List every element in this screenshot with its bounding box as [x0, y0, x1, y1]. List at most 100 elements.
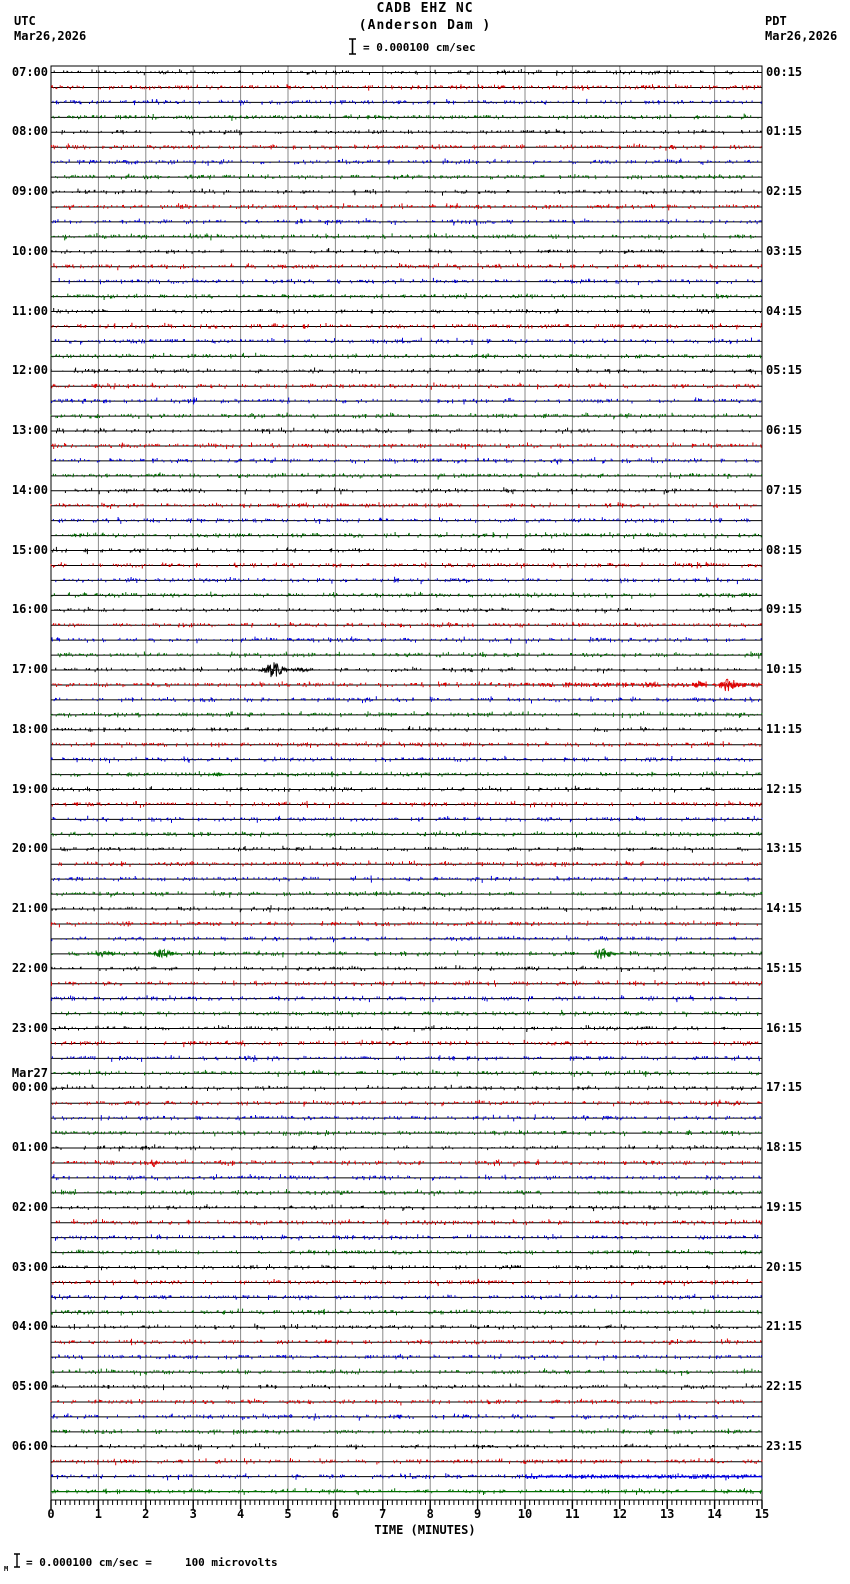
- utc-time-label: 15:00: [11, 542, 48, 557]
- utc-time-label: 22:00: [11, 960, 48, 975]
- trace-noise: [58, 860, 761, 867]
- x-axis-tick-label: 0: [47, 1507, 55, 1521]
- trace-noise: [50, 1084, 757, 1092]
- local-time-label: 13:15: [766, 841, 803, 856]
- right-timezone-label: PDT: [765, 14, 787, 28]
- minute-gridlines: [97, 66, 716, 1500]
- utc-time-label: 23:00: [11, 1020, 48, 1035]
- x-axis-tick-label: 9: [473, 1507, 482, 1521]
- utc-time-label: 05:00: [11, 1379, 48, 1393]
- local-time-label: 10:15: [766, 662, 803, 676]
- x-axis-major-ticks: [50, 1500, 763, 1509]
- seismic-event-burst: [150, 948, 182, 959]
- local-time-label: 08:15: [766, 542, 803, 557]
- trace-noise: [52, 1174, 761, 1181]
- local-time-label: 22:15: [766, 1379, 803, 1393]
- trace-noise: [51, 1473, 763, 1481]
- seismic-event-burst: [256, 662, 291, 678]
- trace-noise: [55, 1009, 759, 1018]
- trace-noise: [51, 800, 762, 809]
- right-date-label: Mar26,2026: [765, 29, 838, 43]
- x-axis-tick-label: 4: [236, 1507, 245, 1521]
- local-time-label: 20:15: [766, 1259, 803, 1274]
- trace-noise: [53, 696, 761, 704]
- local-time-label: 16:15: [766, 1020, 803, 1035]
- trace-noise: [50, 352, 762, 359]
- local-time-label: 19:15: [766, 1199, 803, 1214]
- seismic-event-burst: [690, 680, 708, 688]
- trace-noise: [56, 128, 762, 136]
- trace-noise: [52, 1488, 763, 1496]
- trace-noise: [51, 1428, 760, 1436]
- x-axis-tick-label: 14: [707, 1507, 722, 1521]
- trace-noise: [55, 531, 762, 540]
- trace-noise: [50, 711, 763, 719]
- trace-noise: [50, 1413, 760, 1421]
- trace-noise: [54, 337, 760, 345]
- trace-noise: [54, 726, 762, 733]
- utc-time-label: 08:00: [11, 124, 48, 139]
- x-axis-tick-label: 2: [142, 1507, 150, 1521]
- trace-noise: [51, 771, 761, 778]
- utc-time-label: 19:00: [11, 781, 48, 796]
- seismic-event-burst: [147, 1159, 161, 1168]
- trace-noise: [50, 367, 763, 375]
- trace-noise: [52, 98, 762, 106]
- trace-noise: [51, 382, 759, 390]
- x-axis-tick-label: 5: [284, 1507, 292, 1521]
- utc-time-label: 14:00: [11, 482, 48, 497]
- trace-noise: [50, 1398, 762, 1406]
- trace-noise: [53, 69, 759, 76]
- x-axis-tick-label: 15: [754, 1507, 770, 1521]
- trace-noise: [51, 322, 762, 331]
- trace-noise: [51, 965, 761, 973]
- trace-noise: [52, 741, 761, 749]
- clip-marker: M: [4, 1565, 9, 1573]
- trace-noise: [53, 1069, 759, 1077]
- utc-time-label: 12:00: [11, 363, 48, 378]
- trace-noise: [51, 905, 757, 913]
- x-axis-tick-label: 7: [379, 1507, 387, 1521]
- trace-noise: [53, 1025, 741, 1032]
- trace-noise: [52, 681, 763, 689]
- utc-time-label: 13:00: [11, 423, 48, 437]
- trace-noise: [60, 845, 760, 853]
- trace-noise: [52, 1278, 763, 1287]
- trace-noise: [51, 248, 759, 255]
- utc-time-label: 06:00: [11, 1438, 48, 1453]
- trace-noise: [51, 591, 758, 599]
- trace-noise: [55, 576, 763, 585]
- local-time-label: 00:15: [766, 64, 803, 79]
- utc-time-label: 21:00: [11, 901, 48, 915]
- local-time-label: 15:15: [766, 960, 803, 975]
- trace-noise: [51, 890, 763, 898]
- trace-noise: [55, 1234, 759, 1241]
- local-time-label: 04:15: [766, 303, 803, 318]
- local-time-label: 21:15: [766, 1319, 803, 1334]
- trace-noise: [52, 472, 762, 480]
- trace-noise: [50, 755, 763, 764]
- local-time-label: 14:15: [766, 901, 803, 915]
- local-time-label: 23:15: [766, 1438, 803, 1453]
- trace-noise: [52, 517, 751, 524]
- utc-time-label: 17:00: [11, 662, 48, 676]
- utc-time-label: 07:00: [11, 64, 48, 79]
- trace-noise: [50, 412, 757, 420]
- page-subtitle: (Anderson Dam ): [358, 18, 492, 33]
- trace-noise: [51, 158, 759, 166]
- utc-time-label: 02:00: [11, 1199, 48, 1214]
- trace-noise: [51, 1293, 762, 1301]
- trace-noise: [51, 1129, 762, 1137]
- trace-noise: [52, 1383, 762, 1391]
- trace-noise: [52, 1159, 759, 1167]
- amplitude-scale-label: = 0.000100 cm/sec: [363, 41, 476, 54]
- page-title: CADB EHZ NC: [376, 1, 474, 16]
- trace-noise: [51, 995, 760, 1003]
- trace-noise: [52, 1099, 763, 1107]
- trace-noise: [52, 188, 760, 196]
- footer-scale-bar-icon: [14, 1553, 20, 1568]
- trace-noise: [51, 1443, 759, 1451]
- local-time-label: 17:15: [766, 1080, 803, 1095]
- local-time-label: 11:15: [766, 721, 803, 736]
